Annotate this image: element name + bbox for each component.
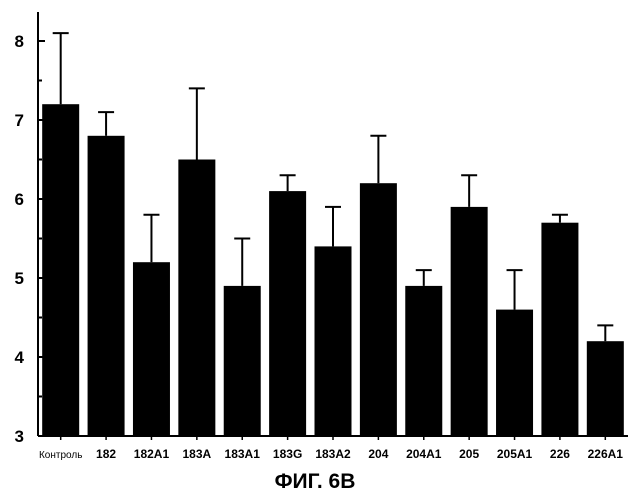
x-tick-label: 204А1 xyxy=(406,447,442,461)
y-tick-label: 8 xyxy=(15,32,24,51)
chart-y-tick-labels: 3 4 5 6 7 8 xyxy=(15,32,25,446)
x-tick-label: 205А1 xyxy=(497,447,533,461)
x-tick-label: 183А xyxy=(183,447,212,461)
y-tick-label: 4 xyxy=(15,348,25,367)
x-tick-label: 204 xyxy=(368,447,388,461)
bar-8 xyxy=(360,183,397,436)
x-tick-label: 182 xyxy=(96,447,116,461)
y-tick-label: 6 xyxy=(15,190,24,209)
x-tick-label: 205 xyxy=(459,447,479,461)
y-tick-label: 7 xyxy=(15,111,24,130)
x-tick-label: 183А2 xyxy=(315,447,351,461)
x-tick-label: 226 xyxy=(550,447,570,461)
figure-caption: ФИГ. 6В xyxy=(0,470,630,494)
bar-1 xyxy=(42,104,79,436)
chart-bars xyxy=(42,104,624,436)
bar-13 xyxy=(587,341,624,436)
y-tick-label: 3 xyxy=(15,427,24,446)
bar-3 xyxy=(133,262,170,436)
bar-4 xyxy=(178,160,215,437)
x-tick-label: 182А1 xyxy=(134,447,170,461)
bar-2 xyxy=(88,136,125,436)
x-tick-label: 183G xyxy=(273,447,302,461)
bar-9 xyxy=(405,286,442,436)
bar-7 xyxy=(315,246,352,436)
x-tick-label: Контроль xyxy=(39,450,82,461)
x-tick-label: 183А1 xyxy=(225,447,261,461)
bar-5 xyxy=(224,286,261,436)
bar-10 xyxy=(451,207,488,436)
bar-11 xyxy=(496,310,533,436)
x-tick-label: 226А1 xyxy=(588,447,624,461)
chart-x-tick-labels: Контроль 182 182А1 183А 183А1 183G 183А2 204 204… xyxy=(39,447,623,461)
y-tick-label: 5 xyxy=(15,269,24,288)
bar-12 xyxy=(541,223,578,436)
bar-6 xyxy=(269,191,306,436)
